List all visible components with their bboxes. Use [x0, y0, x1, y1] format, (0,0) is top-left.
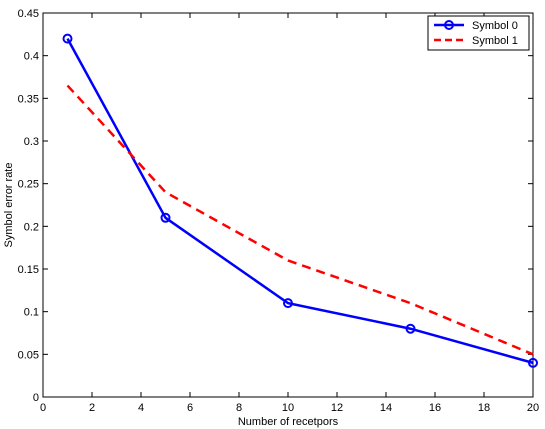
x-axis-title: Number of recetpors [238, 416, 339, 428]
axis-ticks: 0 2 4 6 8 10 12 14 16 18 20 0 0.05 0.1 0.15 0.2 0.25 0.3 0… [18, 8, 540, 414]
x-tick-label: 10 [282, 402, 294, 414]
y-tick-label: 0.35 [18, 93, 39, 105]
y-tick-label: 0.1 [24, 307, 39, 319]
data-point-marker [283, 298, 293, 309]
x-tick-label: 0 [40, 402, 46, 414]
y-tick-label: 0.15 [18, 264, 39, 276]
x-tick-label: 8 [236, 402, 242, 414]
legend-label: Symbol 1 [472, 35, 518, 47]
x-tick-label: 12 [331, 402, 343, 414]
x-tick-label: 2 [89, 402, 95, 414]
series-layer [62, 33, 538, 368]
data-point-marker [62, 33, 73, 44]
legend-label: Symbol 0 [472, 20, 518, 32]
legend-box [427, 15, 530, 51]
data-point-marker [528, 357, 538, 368]
x-tick-label: 6 [187, 402, 193, 414]
y-tick-label: 0.45 [18, 8, 39, 20]
x-tick-label: 14 [380, 402, 392, 414]
x-tick-label: 20 [527, 402, 539, 414]
y-tick-label: 0.3 [24, 136, 39, 148]
data-point-marker [160, 212, 171, 223]
x-tick-label: 18 [478, 402, 490, 414]
y-tick-label: 0.2 [24, 221, 39, 233]
y-tick-label: 0 [33, 392, 39, 404]
data-point-marker [405, 323, 416, 334]
legend: Symbol 0 Symbol 1 [427, 15, 530, 51]
legend-marker [444, 20, 454, 30]
y-tick-label: 0.25 [18, 179, 39, 191]
x-tick-label: 16 [429, 402, 441, 414]
plot-area [42, 12, 534, 398]
x-tick-label: 4 [138, 402, 144, 414]
y-axis-title: Symbol error rate [3, 163, 15, 248]
y-tick-label: 0.4 [24, 51, 39, 63]
y-tick-label: 0.05 [18, 349, 39, 361]
series-line-symbol-1 [66, 84, 534, 356]
